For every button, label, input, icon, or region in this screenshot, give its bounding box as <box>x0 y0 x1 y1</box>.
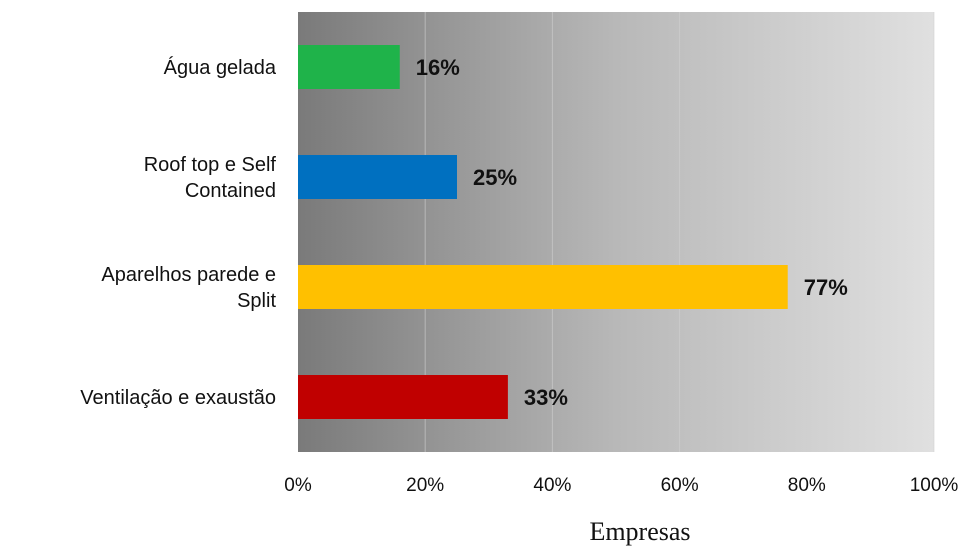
category-label: Ventilação e exaustão <box>80 387 276 409</box>
data-label: 16% <box>416 55 460 80</box>
category-label: Roof top e Self Contained <box>144 154 277 202</box>
category-labels: Água gelada Roof top e Self Contained Apare… <box>80 56 277 409</box>
bar <box>298 375 508 419</box>
data-label: 25% <box>473 165 517 190</box>
bar <box>298 45 400 89</box>
bars <box>298 45 788 419</box>
bar <box>298 155 457 199</box>
x-tick-label: 80% <box>788 475 826 496</box>
x-tick-label: 100% <box>910 475 959 496</box>
bar <box>298 265 788 309</box>
x-axis-title: Empresas <box>589 517 690 546</box>
x-tick-labels: 0% 20% 40% 60% 80% 100% <box>284 475 958 496</box>
category-label: Água gelada <box>164 56 277 79</box>
data-label: 33% <box>524 385 568 410</box>
data-label: 77% <box>804 275 848 300</box>
data-labels: 16% 25% 77% 33% <box>416 55 848 410</box>
category-label: Aparelhos parede e Split <box>101 264 276 312</box>
x-tick-label: 0% <box>284 475 312 496</box>
x-tick-label: 40% <box>533 475 571 496</box>
x-tick-label: 20% <box>406 475 444 496</box>
x-tick-label: 60% <box>661 475 699 496</box>
